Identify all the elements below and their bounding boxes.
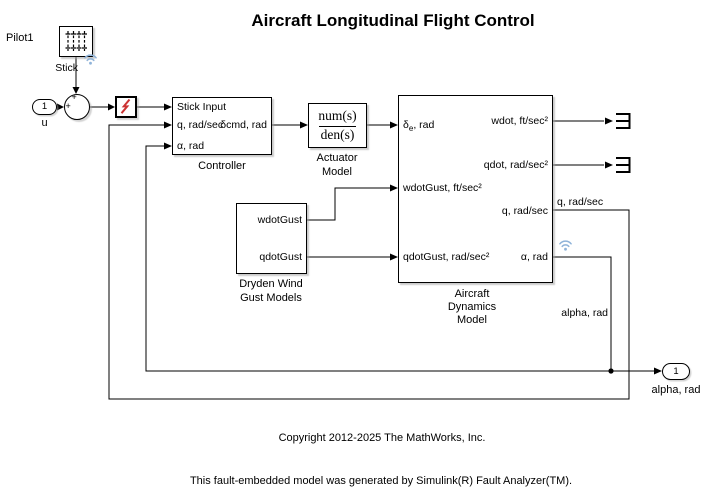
arrow-into-controller-in2 (164, 121, 172, 129)
inport-u-label: u (41, 117, 48, 129)
controller-port-alpha: α, rad (177, 140, 205, 152)
arrow-into-aircraft-in1 (390, 121, 398, 129)
signal-logging-icon-alpha[interactable] (558, 238, 573, 258)
wire-wdotgust[interactable] (307, 187, 390, 221)
wire-alpha-feedback[interactable] (145, 145, 611, 372)
arrow-into-sum-top (72, 87, 80, 94)
arrow-into-fault (108, 103, 115, 111)
arrow-into-controller-in3 (164, 142, 172, 150)
outport-alpha-number: 1 (673, 366, 679, 377)
controller-port-stick-input: Stick Input (177, 101, 227, 113)
branch-junction-dot (608, 368, 614, 374)
transfer-fn-denominator: den(s) (320, 127, 355, 142)
dryden-port-wdotgust: wdotGust (257, 214, 302, 226)
terminator-block-qdot[interactable] (616, 157, 631, 173)
arrow-into-aircraft-in2 (390, 184, 398, 192)
signal-logging-icon[interactable] (83, 52, 98, 72)
transfer-fn-numerator: num(s) (318, 108, 357, 123)
wire-alpha-out[interactable] (553, 256, 612, 371)
outport-alpha-label: alpha, rad (651, 384, 701, 396)
signal-label-stick: Stick (55, 62, 78, 74)
controller-port-dcmd: δcmd, rad (220, 119, 267, 131)
aircraft-port-q: q, rad/sec (501, 205, 548, 217)
sum-plus-top: + (71, 92, 77, 102)
actuator-label-line2: Model (322, 166, 352, 178)
outport-alpha-block[interactable]: 1 (662, 363, 690, 380)
dryden-label-line2: Gust Models (240, 292, 302, 304)
aircraft-label-line2: Dynamics (447, 301, 497, 313)
sum-plus-left: + (65, 101, 71, 111)
aircraft-port-delta-e: δe, rad (403, 119, 435, 134)
arrow-into-outport (654, 367, 662, 375)
delta-symbol: δ (403, 119, 409, 131)
aircraft-label-line1: Aircraft (454, 288, 490, 300)
aircraft-port-alpha: α, rad (520, 251, 548, 263)
arrow-into-controller-in1 (164, 103, 172, 111)
arrow-into-terminator1 (605, 117, 613, 125)
signal-editor-icon (65, 31, 87, 51)
dryden-label-line1: Dryden Wind (239, 278, 303, 290)
controller-port-q: q, rad/sec (177, 119, 224, 131)
dryden-wind-gust-block[interactable] (236, 203, 307, 274)
generated-note: This fault-embedded model was generated … (189, 475, 573, 487)
aircraft-port-qdot: qdot, rad/sec² (483, 159, 548, 171)
signal-label-alpha-rad: alpha, rad (561, 307, 608, 319)
dryden-port-qdotgust: qdotGust (259, 251, 302, 263)
arrow-into-sum (57, 103, 64, 111)
controller-block[interactable] (172, 97, 272, 155)
arrow-into-actuator (300, 121, 308, 129)
fault-injection-block[interactable] (115, 96, 137, 118)
aircraft-port-qdotgust: qdotGust, rad/sec² (403, 251, 490, 263)
inport-u-number: 1 (41, 101, 48, 112)
arrow-into-aircraft-in3 (390, 253, 398, 261)
model-title: Aircraft Longitudinal Flight Control (251, 11, 535, 30)
delta-unit: , rad (413, 119, 435, 131)
arrow-into-terminator2 (605, 161, 613, 169)
fault-lightning-icon (120, 98, 131, 114)
signal-label-q-radsec: q, rad/sec (557, 196, 604, 208)
wire-q-feedback[interactable] (108, 124, 630, 400)
aircraft-label-line3: Model (457, 314, 487, 326)
actuator-model-block[interactable]: num(s) den(s) (308, 103, 367, 148)
pilot1-signal-editor-block[interactable] (59, 26, 93, 57)
transfer-fn-divider (319, 125, 356, 127)
copyright-note: Copyright 2012-2025 The MathWorks, Inc. (278, 432, 486, 444)
sum-block[interactable] (64, 94, 90, 120)
aircraft-port-wdot: wdot, ft/sec² (491, 115, 548, 127)
actuator-label-line1: Actuator (316, 152, 358, 164)
pilot1-label: Pilot1 (6, 32, 34, 44)
terminator-block-wdot[interactable] (616, 113, 631, 129)
aircraft-dynamics-block[interactable] (398, 95, 553, 283)
delta-subscript: e (408, 124, 414, 134)
inport-u-block[interactable]: 1 (32, 99, 57, 115)
controller-label: Controller (198, 160, 246, 172)
aircraft-port-wdotgust: wdotGust, ft/sec² (403, 182, 482, 194)
